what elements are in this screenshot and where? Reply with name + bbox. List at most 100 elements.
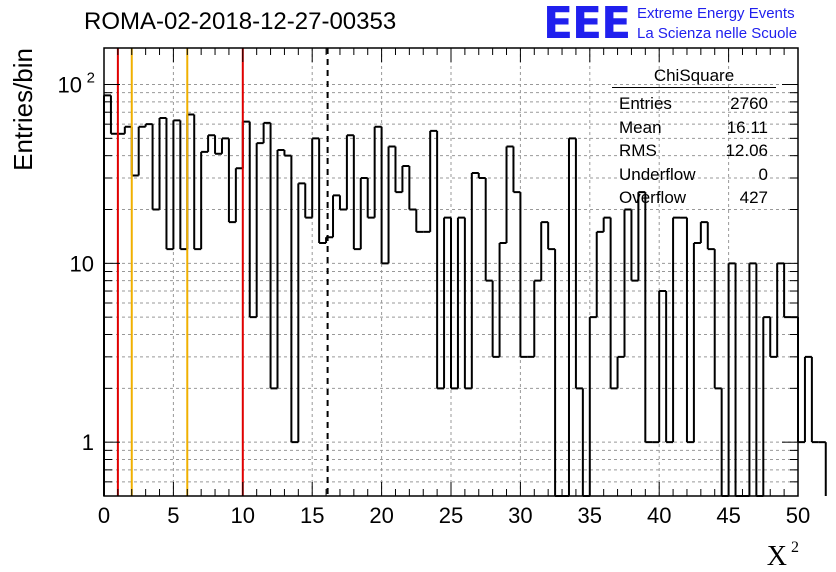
histogram-bin — [241, 120, 250, 169]
histogram-bin — [567, 137, 576, 496]
histogram-bin — [338, 195, 347, 211]
x-axis-label: X — [767, 541, 787, 572]
histogram-bin — [665, 291, 674, 444]
histogram-bin — [207, 134, 216, 152]
stats-label: RMS — [619, 141, 657, 160]
x-tick-label: 5 — [167, 503, 179, 528]
x-tick-label: 25 — [439, 503, 463, 528]
histogram-bin — [248, 121, 257, 319]
histogram-bin — [234, 167, 243, 223]
histogram-bin — [630, 209, 639, 282]
stats-label: Mean — [619, 117, 662, 137]
stats-label: Underflow — [619, 164, 696, 184]
stats-label: Entries — [619, 94, 672, 113]
brand-line-1: Extreme Energy Events — [637, 5, 795, 22]
y-tick-label: 10 — [70, 251, 94, 276]
chart-title: ROMA-02-2018-12-27-00353 — [84, 8, 397, 35]
histogram-bin — [429, 129, 438, 232]
histogram-bin — [713, 249, 722, 390]
histogram-bin — [387, 145, 396, 264]
histogram-bin — [408, 166, 417, 211]
histogram-bin — [574, 138, 583, 390]
histogram-bin — [533, 279, 542, 357]
stats-value: 0 — [758, 164, 768, 184]
y-tick-label: 10 — [58, 73, 82, 98]
stats-label: Overflow — [619, 188, 687, 207]
x-tick-label: 20 — [369, 503, 393, 528]
eee-logo: EEE — [543, 0, 631, 49]
x-tick-label: 30 — [508, 503, 532, 528]
histogram-bin — [706, 222, 715, 251]
histogram-bin — [623, 208, 632, 357]
histogram-bin — [783, 263, 792, 319]
histogram-bin — [769, 317, 778, 358]
histogram-bin — [172, 119, 181, 250]
histogram-bin — [304, 183, 313, 219]
histogram-bin — [200, 150, 209, 250]
y-tick-label-exponent: 2 — [87, 70, 95, 87]
histogram-bin — [130, 126, 139, 177]
histogram-bin — [415, 209, 424, 233]
histogram-bin — [366, 178, 375, 219]
histogram-bin — [692, 241, 701, 443]
histogram-bin — [297, 182, 306, 443]
histogram-bin — [755, 263, 764, 497]
stats-title: ChiSquare — [612, 66, 776, 88]
histogram-bin — [269, 122, 278, 390]
histogram-bin — [276, 149, 285, 389]
histogram-bin — [554, 249, 563, 497]
histogram-bin — [443, 216, 451, 389]
histogram-bin — [380, 126, 389, 265]
histogram-bin — [158, 116, 167, 210]
histogram-bin — [186, 113, 195, 250]
histogram-bin — [137, 125, 146, 176]
histogram-bin — [595, 230, 604, 318]
histogram-bin — [123, 125, 132, 134]
histogram-bin — [220, 137, 229, 154]
histogram-bin — [540, 221, 549, 281]
stats-row-rms: RMS 12.06 — [612, 139, 776, 163]
histogram-bin — [505, 145, 514, 243]
histogram-bin — [463, 217, 472, 390]
histogram-bin — [450, 217, 458, 390]
histogram-bin — [456, 216, 465, 389]
histogram-bin — [359, 177, 368, 250]
histogram-bin — [109, 95, 118, 135]
histogram-bin — [685, 217, 694, 444]
histogram-bin — [193, 114, 202, 251]
histogram-bin — [609, 217, 618, 390]
histogram-bin — [290, 155, 299, 444]
histogram-bin — [519, 192, 528, 358]
x-tick-label: 50 — [786, 503, 810, 528]
histogram-bin — [165, 117, 174, 251]
histogram-bin — [318, 138, 327, 244]
histogram-bin — [491, 280, 500, 358]
x-tick-label: 45 — [716, 503, 740, 528]
stats-row-mean: Mean 16.11 — [612, 116, 776, 140]
stats-row-entries: Entries 2760 — [612, 92, 776, 116]
histogram-bin — [616, 355, 625, 389]
stats-box: ChiSquare Entries 2760 Mean 16.11 RMS 12… — [612, 66, 776, 210]
x-axis-label-exponent: 2 — [791, 539, 799, 556]
x-tick-label: 10 — [231, 503, 255, 528]
histogram-bin — [762, 316, 771, 496]
histogram-bin — [332, 194, 340, 238]
histogram-bin — [214, 135, 222, 155]
histogram-bin — [644, 192, 653, 444]
histogram-bin — [547, 222, 556, 251]
x-tick-label: 15 — [300, 503, 324, 528]
histogram-bin — [658, 290, 667, 443]
stats-row-underflow: Underflow 0 — [612, 163, 776, 187]
stats-value: 12.06 — [725, 141, 768, 160]
histogram-bin — [776, 262, 785, 357]
histogram-bin — [588, 316, 597, 496]
histogram-bin — [498, 241, 507, 357]
histogram-bin — [401, 165, 410, 193]
histogram-bin — [672, 216, 681, 443]
histogram-bin — [255, 142, 264, 318]
histogram-bin — [797, 317, 805, 444]
histogram-bin — [810, 356, 819, 444]
histogram-bin — [262, 121, 271, 144]
x-tick-label: 0 — [98, 503, 110, 528]
